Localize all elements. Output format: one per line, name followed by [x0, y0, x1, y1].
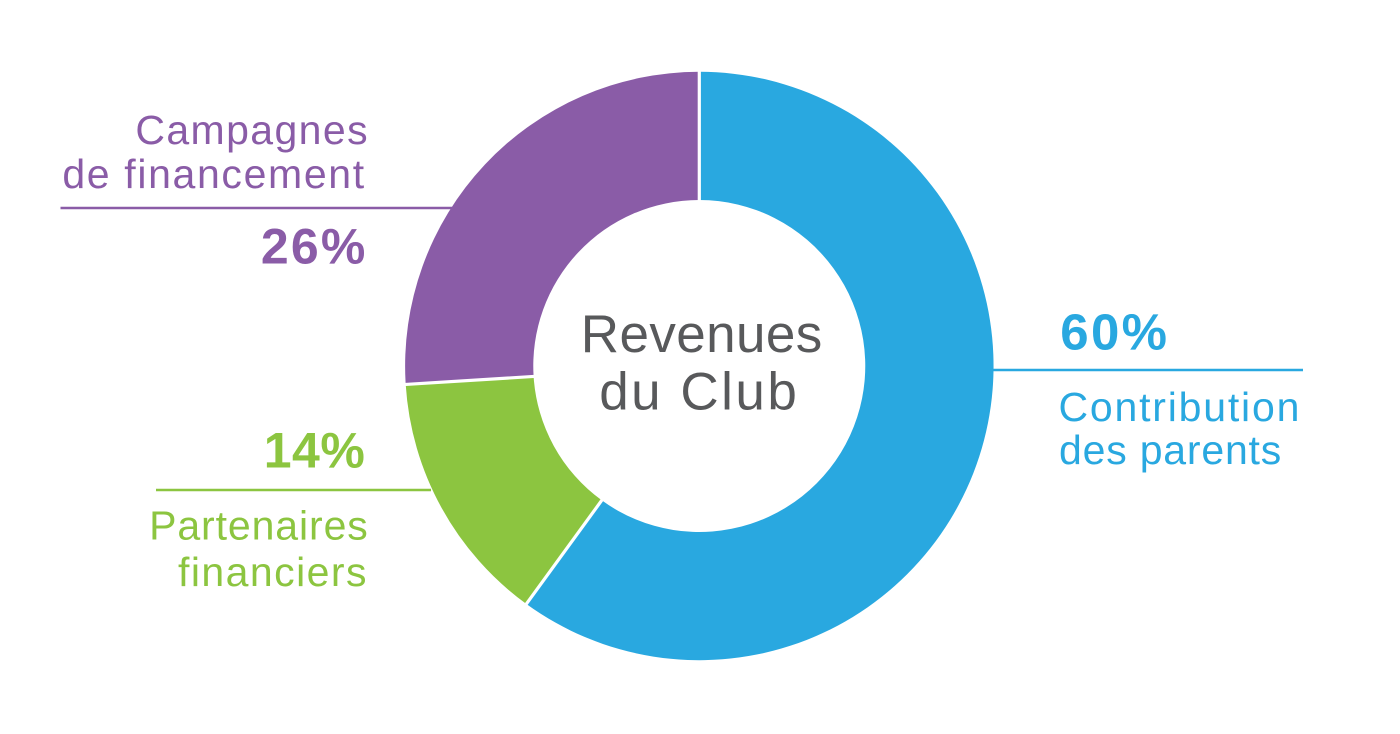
svg-text:Campagnes: Campagnes [135, 107, 369, 153]
svg-text:26%: 26% [261, 219, 368, 275]
svg-text:Revenues: Revenues [581, 305, 823, 364]
svg-text:Contribution: Contribution [1059, 384, 1302, 430]
svg-text:du Club: du Club [599, 363, 799, 422]
svg-text:des parents: des parents [1059, 427, 1282, 473]
svg-text:Partenaires: Partenaires [149, 502, 369, 548]
svg-text:financiers: financiers [178, 549, 368, 595]
svg-text:de financement: de financement [62, 151, 365, 197]
svg-text:14%: 14% [264, 423, 366, 479]
svg-text:60%: 60% [1060, 303, 1169, 360]
